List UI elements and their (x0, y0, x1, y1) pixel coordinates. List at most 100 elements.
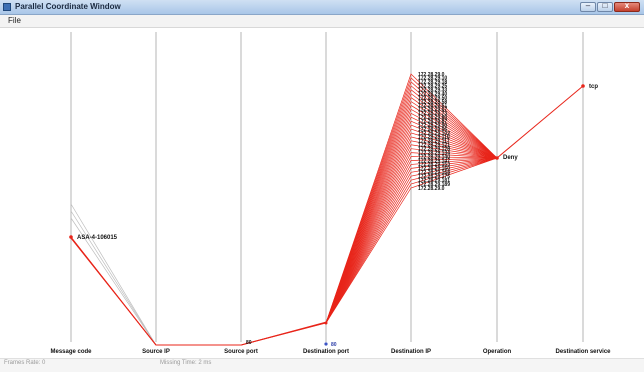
axis-label: Destination IP (391, 349, 431, 355)
data-line (325, 148, 498, 324)
value-marker (69, 235, 73, 239)
destination-ip-value: 172.28.29.18 (418, 80, 447, 86)
destination-ip-value: 172.28.29.0 (418, 186, 445, 192)
menu-bar: File (0, 15, 644, 28)
close-icon: x (624, 1, 630, 10)
data-line (325, 140, 498, 324)
ghost-line (70, 203, 157, 346)
destination-ip-value: 172.28.29.10 (418, 76, 447, 82)
destination-ip-value: 172.28.29.181 (418, 178, 450, 184)
data-line (325, 152, 498, 324)
data-line (325, 157, 498, 324)
value-marker-selected (324, 342, 328, 346)
data-line (325, 157, 498, 324)
data-line (325, 157, 498, 324)
destination-ip-value: 172.28.29.80 (418, 115, 447, 121)
maximize-icon: □ (602, 1, 608, 10)
destination-ip-value: 172.28.29.33 (418, 88, 447, 94)
data-line (325, 100, 498, 324)
value-marker (324, 321, 328, 325)
parallel-coordinates-svg: Message code Source IP Source port Destinat… (50, 32, 611, 355)
status-bar: Frames Rate: 0 Missing Time: 2 ms (0, 358, 644, 372)
destination-ip-value: 172.28.29.87 (418, 119, 447, 125)
window-title: Parallel Coordinate Window (15, 2, 121, 11)
destination-ip-value: 172.28.29.128 (418, 146, 450, 152)
destination-ip-value: 172.28.29.147 (418, 158, 450, 164)
data-line (325, 132, 498, 324)
data-line-segment (70, 237, 327, 346)
title-bar[interactable]: Parallel Coordinate Window – □ x (0, 0, 644, 15)
data-line (325, 136, 498, 324)
data-line (325, 156, 498, 324)
axis-label: Destination port (303, 349, 349, 355)
destination-port-value: 80 (331, 342, 337, 348)
data-line (325, 157, 498, 324)
source-port-value: 80 (246, 340, 252, 346)
data-line (325, 157, 498, 324)
data-line (325, 81, 498, 324)
destination-ip-value: 172.28.29.153 (418, 162, 450, 168)
destination-ip-value: 172.28.29.73 (418, 111, 447, 117)
destination-ip-value: 172.28.29.175 (418, 174, 450, 180)
data-line (325, 157, 498, 324)
axis-label: Source port (224, 349, 258, 355)
destination-ip-value: 172.28.29.58 (418, 99, 447, 105)
destination-ip-value: 172.28.29.96 (418, 127, 447, 133)
axis-label: Source IP (142, 349, 170, 355)
status-frame-rate: Frames Rate: 0 (4, 360, 46, 366)
data-line (325, 144, 498, 324)
status-missing-time: Missing Time: 2 ms (160, 360, 212, 366)
minimize-button[interactable]: – (580, 1, 596, 12)
data-line (325, 116, 498, 324)
data-line (325, 97, 498, 324)
close-button[interactable]: x (614, 1, 640, 12)
destination-ip-value: 172.28.29.121 (418, 143, 450, 149)
minimize-icon: – (585, 1, 591, 10)
data-line (325, 157, 498, 324)
data-line (325, 93, 498, 324)
ghost-line (70, 210, 157, 346)
message-code-value: ASA-4-106015 (77, 235, 118, 241)
data-line-segment (70, 237, 327, 346)
ghost-line (70, 217, 157, 346)
data-line (325, 85, 498, 324)
destination-service-value: tcp (589, 84, 598, 90)
destination-ip-value: 172.28.29.140 (418, 154, 450, 160)
data-line (325, 124, 498, 324)
destination-ip-value: 172.28.29.110 (418, 135, 450, 141)
axis-label: Operation (483, 349, 512, 355)
value-marker (495, 156, 499, 160)
data-line (325, 104, 498, 324)
data-line (325, 108, 498, 324)
operation-value: Deny (503, 155, 518, 161)
data-line-segment (496, 85, 584, 159)
destination-ip-value: 172.28.29.134 (418, 150, 450, 156)
destination-ip-value: 172.28.29.168 (418, 170, 450, 176)
app-icon (3, 3, 11, 11)
destination-ip-value: 172.28.29.117 (418, 139, 450, 145)
data-line (325, 73, 498, 324)
destination-ip-value: 172.28.29.25 (418, 84, 447, 90)
destination-ip-value: 172.28.29.67 (418, 107, 447, 113)
parallel-coordinates-plot[interactable]: Message code Source IP Source port Destinat… (0, 28, 644, 358)
axis-label: Message code (50, 349, 92, 355)
menu-file[interactable]: File (8, 16, 21, 25)
data-line (325, 157, 498, 324)
data-line (325, 89, 498, 324)
data-line (325, 128, 498, 324)
destination-ip-value: 172.28.29.160 (418, 166, 450, 172)
destination-ip-value: 172.28.29.61 (418, 103, 447, 109)
data-line-segment (70, 236, 327, 346)
destination-ip-value: 172.28.29.50 (418, 95, 447, 101)
destination-ip-value: 172.28.29.189 (418, 182, 450, 188)
data-line-segment (70, 237, 327, 346)
value-marker (581, 84, 585, 88)
destination-ip-value: 172.28.29.40 (418, 91, 447, 97)
maximize-button[interactable]: □ (597, 1, 613, 12)
destination-ip-value: 172.28.29.102 (418, 131, 450, 137)
data-line (325, 112, 498, 324)
axis-label: Destination service (555, 349, 611, 355)
data-line (325, 77, 498, 324)
data-line (325, 120, 498, 324)
